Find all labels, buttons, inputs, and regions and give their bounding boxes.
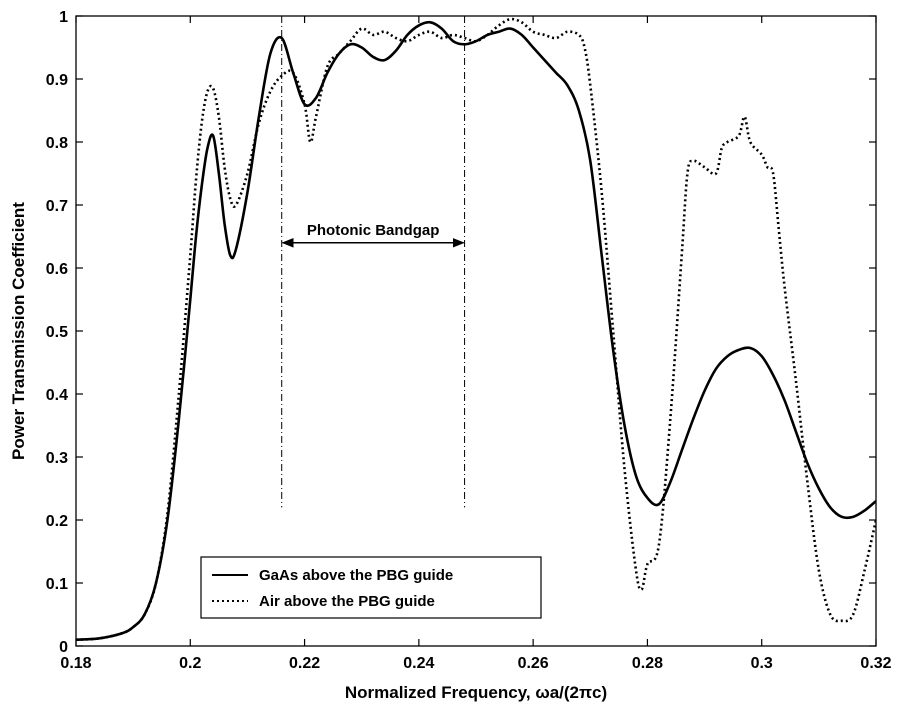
legend-label-gaas: GaAs above the PBG guide bbox=[259, 567, 453, 584]
y-axis-ticks: 0 0.1 0.2 0.3 0.4 0.5 0.6 0.7 0.8 0.9 1 bbox=[46, 9, 876, 656]
y-axis-label: Power Transmission Coefficient bbox=[9, 202, 28, 460]
y-tick-label: 0.9 bbox=[46, 72, 68, 89]
y-tick-label: 0.3 bbox=[46, 450, 68, 467]
legend-label-air: Air above the PBG guide bbox=[259, 593, 435, 610]
x-axis-ticks: 0.18 0.2 0.22 0.24 0.26 0.28 0.3 0.32 bbox=[60, 16, 892, 672]
x-tick-label: 0.2 bbox=[179, 655, 201, 672]
legend: GaAs above the PBG guide Air above the P… bbox=[200, 556, 542, 619]
x-tick-label: 0.32 bbox=[860, 655, 891, 672]
y-tick-label: 0.6 bbox=[46, 261, 68, 278]
series-air-line bbox=[76, 17, 876, 641]
x-tick-label: 0.24 bbox=[403, 655, 434, 672]
bandgap-label: Photonic Bandgap bbox=[307, 222, 440, 239]
series-gaas-line bbox=[76, 20, 876, 641]
y-tick-label: 0 bbox=[59, 639, 68, 656]
x-axis-label: Normalized Frequency, ωa/(2πc) bbox=[345, 683, 607, 702]
y-tick-label: 0.8 bbox=[46, 135, 68, 152]
y-tick-label: 0.4 bbox=[46, 387, 68, 404]
y-tick-label: 0.1 bbox=[46, 576, 68, 593]
plot-area bbox=[75, 15, 877, 647]
x-tick-label: 0.28 bbox=[632, 655, 663, 672]
x-tick-label: 0.22 bbox=[289, 655, 320, 672]
legend-box bbox=[200, 556, 542, 619]
x-tick-label: 0.18 bbox=[60, 655, 91, 672]
x-tick-label: 0.26 bbox=[518, 655, 549, 672]
x-tick-label: 0.3 bbox=[751, 655, 773, 672]
y-tick-label: 0.7 bbox=[46, 198, 68, 215]
y-tick-label: 1 bbox=[59, 9, 68, 26]
y-tick-label: 0.2 bbox=[46, 513, 68, 530]
y-tick-label: 0.5 bbox=[46, 324, 68, 341]
